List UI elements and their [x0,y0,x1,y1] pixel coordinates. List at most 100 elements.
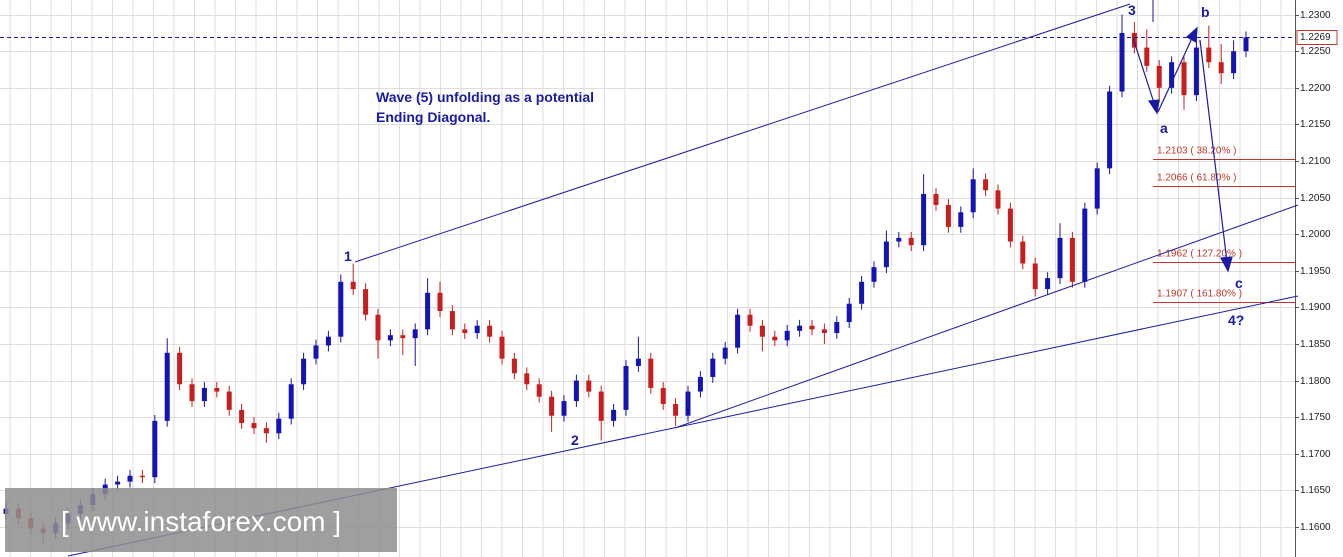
y-tick-label: 1.1900 [1300,302,1331,313]
y-tick-label: 1.2300 [1300,10,1331,21]
y-tick-label: 1.2250 [1300,46,1331,57]
y-tick-label: 1.2050 [1300,193,1331,204]
wave-label: a [1160,120,1168,136]
candle-body [1057,237,1063,279]
candle-body [586,380,592,392]
fib-levels: 1.2103 ( 38.20% ) 1.2066 ( 61.80% ) 1.1962… [1153,146,1295,303]
candle-body [834,322,840,334]
candle-body [772,336,778,341]
candle-body [425,292,431,330]
last-price: 1.2269 [0,30,1338,45]
candle-body [189,384,195,402]
candle-body [846,303,852,323]
y-tick-label: 1.1700 [1300,449,1331,460]
candle-body [995,190,1001,209]
candle-body [152,420,158,478]
candle-body [573,380,579,402]
candle-body [474,325,480,334]
candle-body [648,358,654,388]
candle-body [1231,51,1237,74]
trend-line [674,204,1299,429]
candle-body [561,401,567,416]
candle-body [871,267,877,282]
candle-body [735,314,741,348]
candle-body [139,475,145,478]
candle-body [1020,241,1026,264]
candle-body [338,281,344,337]
candle-body [536,384,542,397]
candle-body [958,212,964,227]
wave-label: 2 [571,432,579,448]
candle-body [350,281,356,290]
watermark-box [5,488,397,552]
candle-body [710,358,716,377]
channel-line [354,3,1131,263]
candle-body [214,387,220,392]
candle-body [685,391,691,416]
candle-body [1181,62,1187,96]
candle-body [1218,62,1224,74]
arrow-head [1185,26,1198,43]
y-tick-label: 1.1750 [1300,412,1331,423]
fib-label: 1.1907 ( 161.80% ) [1157,289,1242,300]
candle-body [164,352,170,421]
candle-body [883,241,889,268]
candle-body [660,387,666,405]
candle-body [970,179,976,213]
candle-body [1069,237,1075,282]
candle-body [1007,208,1013,242]
candle-body [1131,32,1137,48]
candle-body [288,384,294,419]
candle-body [821,329,827,334]
fib-label: 1.2066 ( 61.80% ) [1157,173,1237,184]
candle-body [1206,47,1212,63]
y-tick-label: 1.2100 [1300,156,1331,167]
candle-body [363,289,369,315]
wave-label: 1 [344,248,352,264]
candle-body [722,347,728,359]
candle-body [115,481,121,485]
fib-label: 1.2103 ( 38.20% ) [1157,146,1237,157]
last-price-box [1296,30,1338,45]
annotation: Wave (5) unfolding as a potential [376,89,594,105]
candles [3,14,1249,544]
candle-body [921,193,927,246]
candle-body [598,391,604,421]
candle-body [1169,62,1175,88]
candle-body [1156,65,1162,88]
y-tick-label: 1.1950 [1300,266,1331,277]
y-tick-label: 1.2000 [1300,229,1331,240]
candle-body [276,418,282,434]
candle-body [524,373,530,385]
y-tick-label: 1.2200 [1300,83,1331,94]
candle-body [908,237,914,246]
candle-body [239,409,245,424]
arrow [1132,37,1156,107]
candle-body [387,335,393,341]
candle-body [462,329,468,334]
candle-body [1193,47,1199,96]
wave-arrows [1132,26,1233,273]
candle-body [809,325,815,330]
y-tick-label: 1.1650 [1300,485,1331,496]
candle-body [511,358,517,374]
candle-body [611,409,617,421]
last-price-label: 1.2269 [1300,32,1331,43]
arrow [1157,35,1194,113]
vertical-grid [9,0,1282,557]
candle-body [449,311,455,330]
wave-label: c [1235,275,1243,291]
y-tick-label: 1.1800 [1300,376,1331,387]
candle-body [127,475,133,482]
candle-body [437,292,443,312]
candle-body [325,336,331,346]
y-tick-label: 1.2150 [1300,119,1331,130]
candle-body [251,423,257,429]
candle-body [375,314,381,341]
wave-label: 4? [1228,312,1244,328]
candle-body [673,404,679,416]
candle-body [896,237,902,242]
